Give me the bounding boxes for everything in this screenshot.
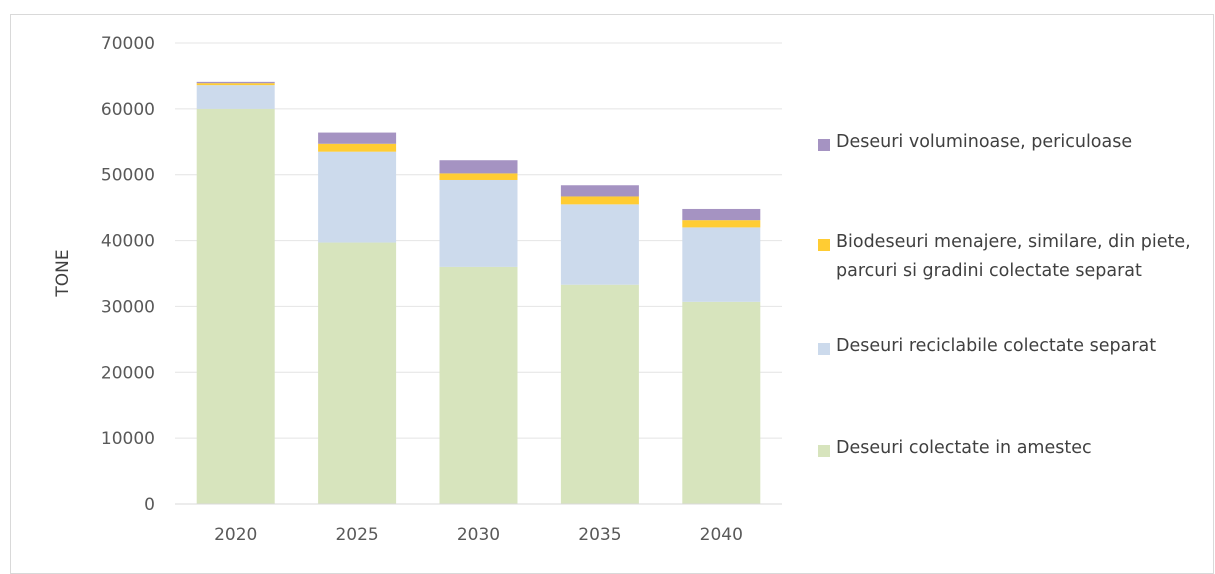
bar-segment [318, 242, 397, 504]
y-tick-label: 60000 [101, 100, 155, 120]
bar-segment [439, 266, 518, 504]
bar-segment [560, 185, 639, 197]
bar-segment [560, 204, 639, 285]
bar-segment [196, 81, 275, 84]
legend-swatch [818, 445, 830, 457]
y-tick-label: 10000 [101, 429, 155, 449]
x-axis-ticks: 2020 2025 2030 2035 2040 [214, 525, 743, 545]
x-tick-label: 2025 [335, 525, 378, 545]
legend-item: Biodeseuri menajere, similare, din piete… [818, 232, 1196, 286]
legend-swatch [818, 139, 830, 151]
x-tick-label: 2030 [457, 525, 500, 545]
bar-segment [196, 83, 275, 86]
y-tick-label: 70000 [101, 34, 155, 54]
legend-label: Deseuri colectate in amestec [836, 438, 1092, 458]
bar-segment [682, 208, 761, 221]
legend-swatch [818, 343, 830, 355]
y-tick-label: 50000 [101, 166, 155, 186]
bar-segment [439, 179, 518, 267]
legend-item: Deseuri colectate in amestec [818, 438, 1196, 463]
x-tick-label: 2040 [700, 525, 743, 545]
bar-segment [682, 301, 761, 504]
stacked-bar-chart: 0 10000 20000 30000 40000 50000 60000 70000 202… [53, 34, 782, 545]
legend-item: Deseuri reciclabile colectate separat [818, 336, 1196, 361]
bar-segment [196, 108, 275, 504]
bar-segment [682, 220, 761, 228]
bar-segment [439, 160, 518, 174]
y-axis-title: TONE [53, 249, 73, 297]
x-tick-label: 2020 [214, 525, 257, 545]
legend: Deseuri voluminoase, periculoase Biodeseu… [818, 0, 1208, 554]
bar-segment [682, 227, 761, 302]
y-tick-label: 20000 [101, 363, 155, 383]
bar-segment [560, 196, 639, 205]
x-tick-label: 2035 [578, 525, 621, 545]
legend-label: Biodeseuri menajere, similare, din piete… [836, 232, 1191, 281]
gridlines [175, 42, 782, 439]
bar-segment [196, 85, 275, 109]
bar-segment [439, 173, 518, 180]
y-axis-ticks: 0 10000 20000 30000 40000 50000 60000 70000 [101, 34, 155, 515]
y-tick-label: 30000 [101, 297, 155, 317]
bar-segment [318, 132, 397, 144]
bar-segment [318, 151, 397, 243]
y-tick-label: 40000 [101, 232, 155, 252]
legend-label: Deseuri voluminoase, periculoase [836, 132, 1133, 152]
legend-label: Deseuri reciclabile colectate separat [836, 336, 1157, 356]
bars [196, 81, 761, 504]
y-tick-label: 0 [144, 495, 155, 515]
bar-segment [560, 284, 639, 504]
bar-segment [318, 143, 397, 152]
legend-item: Deseuri voluminoase, periculoase [818, 132, 1196, 157]
legend-swatch [818, 239, 830, 251]
